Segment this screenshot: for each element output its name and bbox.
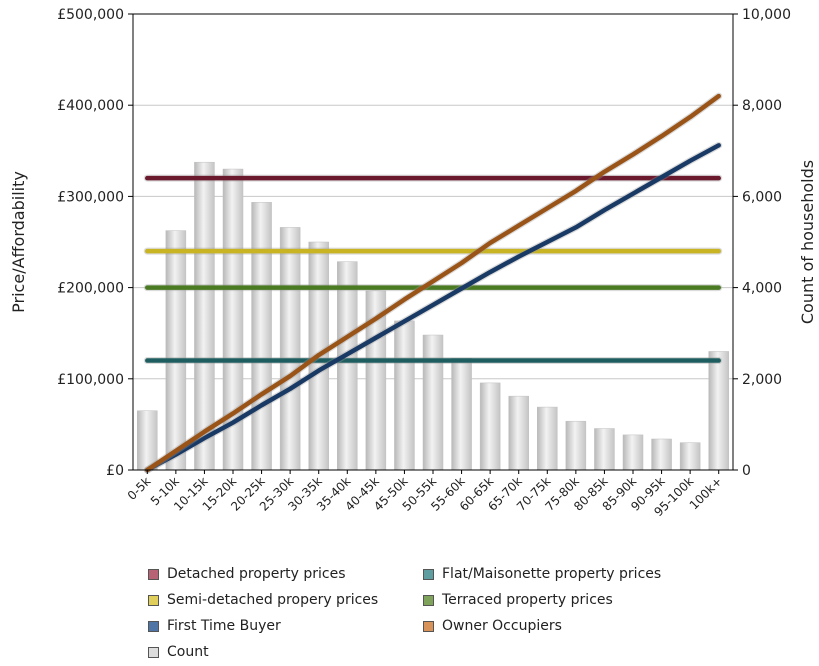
y2-tick-label: 8,000: [742, 98, 782, 114]
legend-label: Terraced property prices: [442, 592, 613, 608]
bar: [622, 434, 644, 471]
legend-label: Owner Occupiers: [442, 618, 562, 634]
y2-tick-label: 4,000: [742, 281, 782, 297]
y-tick-label: £300,000: [57, 189, 124, 205]
y2-axis-title: Count of households: [798, 160, 817, 324]
y-tick-label: £100,000: [57, 372, 124, 388]
y-tick-label: £400,000: [57, 98, 124, 114]
bar: [451, 358, 472, 471]
bar: [422, 334, 444, 471]
legend-item-count: Count: [148, 644, 209, 660]
legend-item-detached: Detached property prices: [148, 566, 346, 582]
bar: [279, 227, 301, 471]
bar: [708, 351, 729, 471]
bar: [394, 320, 415, 471]
bar: [337, 261, 358, 471]
y2-tick-label: 6,000: [742, 189, 782, 205]
legend-item-flat: Flat/Maisonette property prices: [423, 566, 661, 582]
legend-item-semi-detached: Semi-detached propery prices: [148, 592, 378, 608]
legend-label: Flat/Maisonette property prices: [442, 566, 662, 582]
bar: [537, 406, 558, 471]
legend-item-first-time-buyer: First Time Buyer: [148, 618, 281, 634]
bar: [679, 442, 701, 471]
legend-item-terraced: Terraced property prices: [423, 592, 613, 608]
legend-label: Detached property prices: [167, 566, 346, 582]
legend-swatch: [148, 594, 159, 606]
legend-swatch: [423, 568, 434, 580]
y-tick-label: £200,000: [57, 281, 124, 297]
bar: [479, 382, 501, 471]
bar: [508, 395, 529, 471]
legend-item-owner-occupiers: Owner Occupiers: [423, 618, 562, 634]
bar: [165, 230, 187, 471]
chart-canvas: £0 £100,000 £200,000 £300,000 £400,000 £500,0…: [9, 7, 817, 519]
line-series: [145, 143, 721, 473]
legend-label: Semi-detached propery prices: [167, 592, 379, 608]
legend-swatch: [148, 646, 159, 658]
legend-swatch: [148, 620, 159, 632]
bar: [651, 438, 672, 471]
y-axis-title: Price/Affordability: [9, 171, 28, 313]
legend-swatch: [423, 594, 434, 606]
y2-tick-label: 10,000: [742, 7, 791, 23]
y2-tick-label: 2,000: [742, 372, 782, 388]
legend-swatch: [423, 620, 434, 632]
bar: [565, 420, 587, 471]
y-tick-label: £500,000: [57, 7, 124, 23]
bar: [594, 428, 615, 471]
legend-label: Count: [167, 644, 209, 660]
x-tick-label: 100k+: [687, 474, 725, 512]
bar: [251, 202, 272, 471]
legend-label: First Time Buyer: [167, 618, 281, 634]
line-series: [145, 93, 721, 473]
y2-tick-label: 0: [742, 463, 751, 479]
legend-swatch: [148, 568, 159, 580]
y-tick-label: £0: [106, 463, 124, 479]
